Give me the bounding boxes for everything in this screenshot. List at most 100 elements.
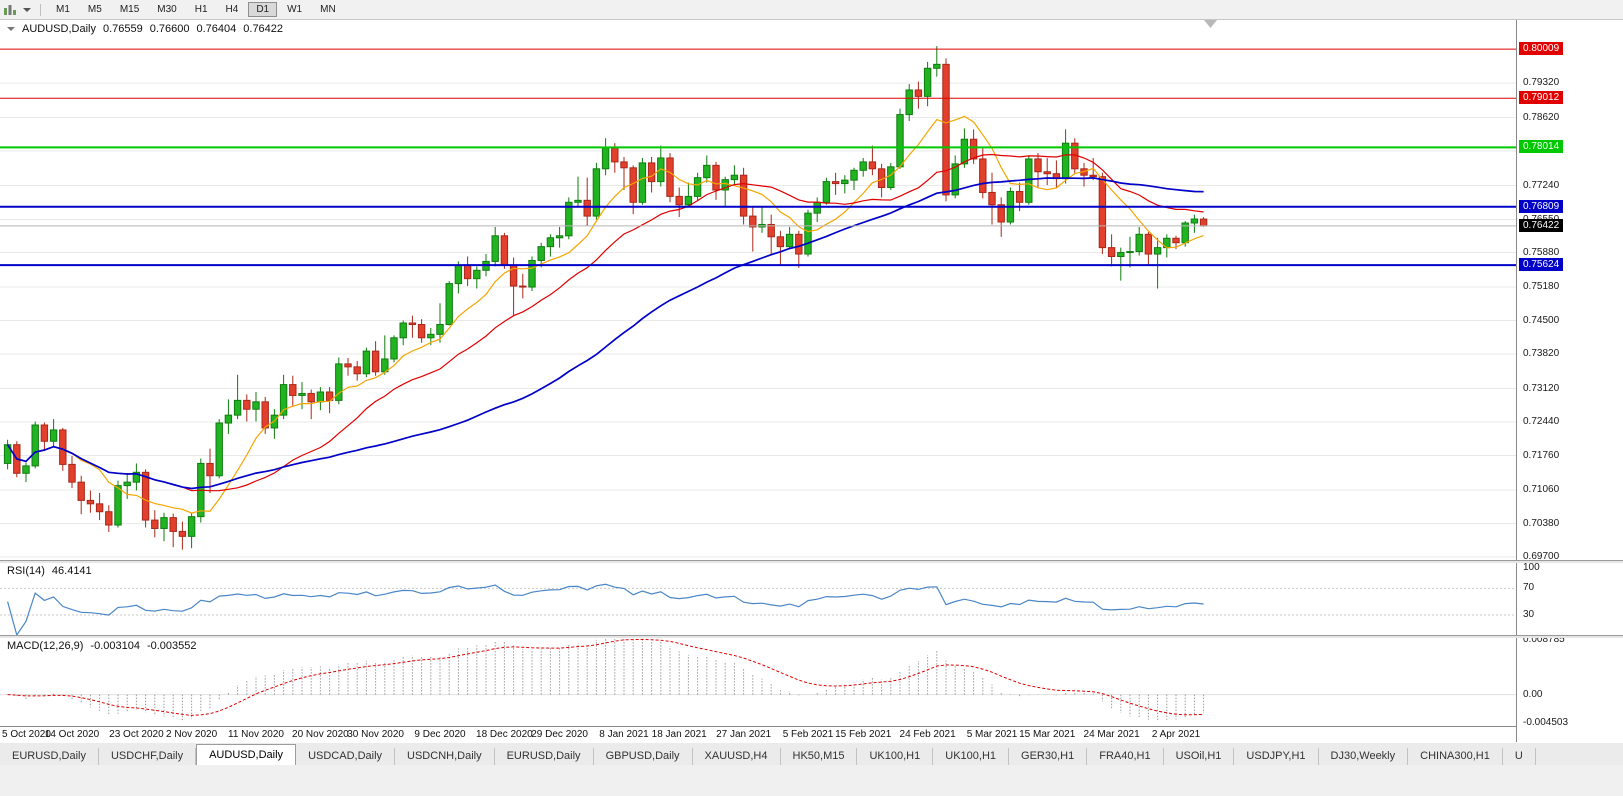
bear-candle (1172, 237, 1180, 244)
chart-tab-uk100-h1[interactable]: UK100,H1 (857, 748, 934, 765)
rsi-axis-label: 100 (1523, 562, 1540, 574)
bull-candle (49, 429, 58, 442)
date-axis-label: 18 Dec 2020 (476, 729, 533, 740)
timeframe-button-d1[interactable]: D1 (248, 2, 278, 17)
bull-candle (491, 235, 499, 262)
macd-axis-label: 0.008785 (1523, 634, 1565, 646)
low-value: 0.76404 (196, 23, 237, 35)
timeframe-button-m5[interactable]: M5 (87, 4, 102, 15)
chart-tab-dj30-weekly[interactable]: DJ30,Weekly (1318, 748, 1409, 765)
chart-tab-ger30-h1[interactable]: GER30,H1 (1009, 748, 1088, 765)
bear-candle (105, 511, 113, 526)
timeframe-button-m1[interactable]: M1 (56, 4, 70, 15)
chart-type-icon[interactable] (3, 4, 17, 16)
bear-candle (243, 399, 251, 410)
bull-candle (565, 201, 573, 237)
bear-candle (371, 350, 380, 373)
chart-tab-fra40-h1[interactable]: FRA40,H1 (1087, 748, 1164, 765)
bear-candle (1015, 190, 1024, 203)
hline-price-label: 0.76809 (1519, 199, 1564, 213)
rsi-value: 46.4141 (51, 565, 92, 577)
bull-candle (1025, 158, 1033, 203)
chart-tab-usdchf-daily[interactable]: USDCHF,Daily (98, 748, 197, 765)
main-price-chart[interactable] (0, 20, 1516, 560)
bear-candle (463, 264, 472, 280)
bull-candle (1126, 251, 1134, 254)
chart-tab-eurusd-daily[interactable]: EURUSD,Daily (494, 748, 594, 765)
bear-candle (307, 392, 315, 403)
bull-candle (1190, 218, 1199, 224)
bear-candle (1034, 158, 1042, 173)
rsi-name: RSI(14) (7, 565, 45, 577)
panel-splitter-rsi-macd[interactable] (0, 635, 1623, 638)
bear-candle (261, 401, 269, 429)
timeframe-button-m15[interactable]: M15 (119, 4, 140, 15)
date-axis-label: 11 Nov 2020 (228, 729, 284, 740)
bull-candle (1135, 233, 1143, 253)
open-value: 0.76559 (102, 23, 143, 35)
bear-candle (988, 191, 996, 206)
bull-candle (362, 350, 371, 375)
chart-tab-usdcad-daily[interactable]: USDCAD,Daily (296, 748, 396, 765)
timeframe-button-h1[interactable]: H1 (194, 4, 208, 15)
bull-candle (923, 67, 932, 97)
hline-price-label: 0.75624 (1519, 258, 1564, 272)
bull-candle (279, 384, 288, 416)
chart-tab-u[interactable]: U (1502, 748, 1536, 765)
chart-tab-usdjpy-h1[interactable]: USDJPY,H1 (1234, 748, 1319, 765)
price-axis[interactable]: 0.793200.786200.779400.772400.765500.758… (1516, 20, 1623, 742)
chart-tab-hk50-m15[interactable]: HK50,M15 (780, 748, 858, 765)
rsi-indicator-chart[interactable] (0, 563, 1516, 635)
hline-price-label: 0.79012 (1519, 91, 1564, 105)
chart-tab-usdcnh-daily[interactable]: USDCNH,Daily (395, 748, 495, 765)
timeframe-button-w1[interactable]: W1 (287, 4, 303, 15)
chart-menu-icon[interactable] (7, 27, 15, 31)
rsi-axis-label: 70 (1523, 582, 1535, 594)
bear-candle (169, 517, 177, 532)
bull-candle (785, 233, 794, 248)
hline-price-label: 0.80009 (1519, 42, 1564, 56)
chart-tab-china300-h1[interactable]: CHINA300,H1 (1408, 748, 1503, 765)
bull-candle (528, 259, 536, 288)
date-axis-label: 9 Dec 2020 (414, 729, 466, 740)
timeframe-toolbar: M1 M5 M15 M30 H1 H4 D1 W1 MN (0, 0, 1623, 20)
chart-tab-gbpusd-daily[interactable]: GBPUSD,Daily (593, 748, 693, 765)
macd-indicator-chart[interactable] (0, 638, 1516, 726)
chart-tab-xauusd-h4[interactable]: XAUUSD,H4 (692, 748, 781, 765)
chart-tab-usoil-h1[interactable]: USOil,H1 (1163, 748, 1235, 765)
timeframe-button-mn[interactable]: MN (320, 4, 336, 15)
date-axis-label: 15 Mar 2021 (1019, 729, 1076, 740)
bear-candle (68, 463, 76, 483)
bull-candle (546, 237, 555, 248)
bull-candle (703, 164, 711, 179)
bull-candle (730, 174, 739, 181)
bull-candle (114, 485, 122, 526)
chart-tab-eurusd-daily[interactable]: EURUSD,Daily (0, 748, 99, 765)
symbol-period-label: AUDUSD,Daily (22, 23, 96, 35)
date-axis[interactable]: 5 Oct 2020 14 Oct 2020 23 Oct 2020 2 Nov 20… (0, 726, 1623, 743)
date-axis-label: 23 Oct 2020 (109, 729, 164, 740)
bear-candle (583, 199, 591, 217)
timeframe-button-h4[interactable]: H4 (225, 4, 239, 15)
panel-splitter-main-rsi[interactable] (0, 560, 1623, 563)
bull-candle (933, 63, 941, 69)
chart-tab-uk100-h1[interactable]: UK100,H1 (933, 748, 1010, 765)
chart-title: AUDUSD,Daily 0.76559 0.76600 0.76404 0.7… (7, 23, 283, 35)
bear-candle (712, 164, 720, 191)
bear-candle (1089, 174, 1097, 178)
bear-candle (979, 158, 987, 193)
date-axis-label: 14 Oct 2020 (44, 729, 100, 740)
bull-candle (335, 363, 343, 401)
price-axis-label: 0.79320 (1523, 77, 1560, 89)
macd-title: MACD(12,26,9) -0.003104 -0.003552 (7, 640, 197, 652)
price-axis-label: 0.73120 (1523, 382, 1560, 394)
bull-candle (22, 465, 30, 474)
chart-type-caret-icon[interactable] (23, 7, 31, 12)
date-axis-label: 20 Nov 2020 (292, 729, 349, 740)
bear-candle (500, 235, 509, 266)
timeframe-button-m30[interactable]: M30 (157, 4, 177, 15)
bull-candle (638, 162, 647, 203)
chart-tab-audusd-daily[interactable]: AUDUSD,Daily (196, 744, 297, 765)
bear-candle (914, 89, 923, 97)
bull-candle (31, 424, 39, 467)
